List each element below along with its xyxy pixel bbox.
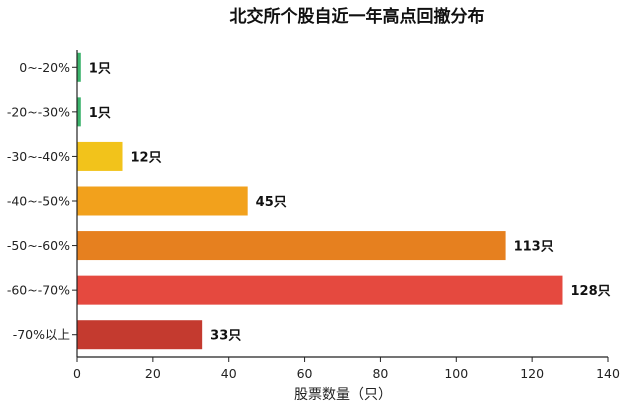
y-tick-label: 0~-20% — [19, 60, 70, 75]
bar — [77, 52, 81, 82]
bars-layer: 1只 1只 12只 45只 113只 128只 33只 — [77, 52, 611, 350]
x-tick-label: 0 — [73, 366, 81, 381]
data-label: 45只 — [256, 195, 287, 210]
bar — [77, 97, 81, 127]
y-tick-label: -30~-40% — [7, 149, 70, 164]
chart-title: 北交所个股自近一年高点回撤分布 — [230, 6, 485, 27]
data-label: 113只 — [514, 240, 554, 255]
bar — [77, 231, 506, 261]
bar — [77, 186, 248, 216]
bar — [77, 320, 203, 350]
x-tick-label: 40 — [221, 366, 237, 381]
data-label: 1只 — [89, 106, 111, 121]
x-axis-title: 股票数量（只） — [294, 387, 392, 403]
data-label: 12只 — [131, 150, 162, 165]
x-tick-label: 60 — [297, 366, 313, 381]
y-tick-label: -40~-50% — [7, 194, 70, 209]
y-axis: 0~-20% -20~-30% -30~-40% -40~-50% -50~-60% -6… — [7, 50, 78, 357]
data-label: 128只 — [570, 284, 610, 299]
x-axis: 0 20 40 60 80 100 120 140 — [73, 356, 620, 381]
x-tick-label: 100 — [444, 366, 468, 381]
bar — [77, 141, 123, 171]
x-tick-label: 120 — [520, 366, 544, 381]
y-tick-label: -20~-30% — [7, 104, 70, 119]
x-tick-label: 80 — [372, 366, 388, 381]
data-label: 1只 — [89, 61, 111, 76]
bar — [77, 275, 563, 305]
x-tick-label: 20 — [145, 366, 161, 381]
x-tick-label: 140 — [596, 366, 620, 381]
data-label: 33只 — [210, 329, 241, 344]
y-tick-label: -50~-60% — [7, 238, 70, 253]
y-tick-label: -60~-70% — [7, 283, 70, 298]
y-tick-label: -70%以上 — [13, 327, 70, 342]
